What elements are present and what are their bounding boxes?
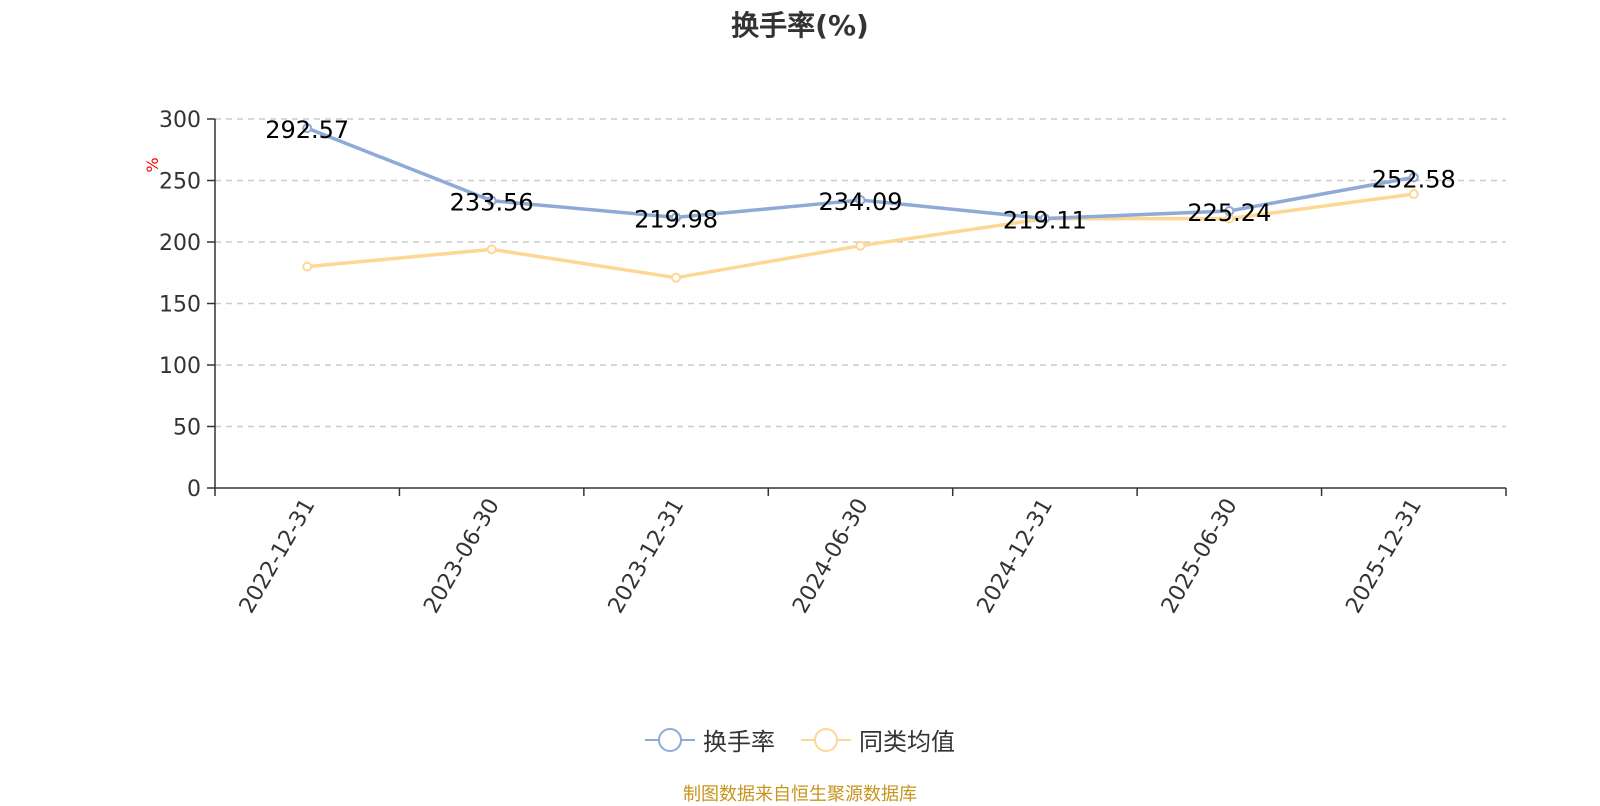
- data-point: [302, 261, 313, 272]
- data-point: [671, 212, 682, 223]
- y-axis-ticks: 0 50 100 150 200 250 300: [159, 108, 215, 502]
- y-axis-unit-label: %: [143, 157, 162, 172]
- data-point: [855, 195, 866, 206]
- chart-title: 换手率(%): [731, 9, 869, 42]
- data-point: [1408, 189, 1419, 200]
- grid-lines: [215, 118, 1506, 428]
- data-labels: 292.57 233.56 219.98 234.09 219.11 225.24 252.…: [265, 116, 1456, 234]
- legend-label-peer-average: 同类均值: [859, 728, 955, 756]
- data-point: [302, 123, 313, 134]
- source-note: 制图数据来自恒生聚源数据库: [683, 784, 917, 805]
- data-label: 225.24: [1187, 199, 1271, 227]
- data-point: [1408, 172, 1419, 183]
- series-group: 292.57 233.56 219.98 234.09 219.11 225.24 252.…: [265, 116, 1456, 283]
- data-label: 233.56: [450, 189, 534, 217]
- x-axis-ticks: 2022-12-31 2023-06-30 2023-12-31 2024-06-30…: [214, 488, 1507, 618]
- x-tick-label: 2023-06-30: [419, 494, 505, 617]
- data-point: [486, 195, 497, 206]
- data-point: [671, 272, 682, 283]
- series-turnover: [302, 123, 1419, 224]
- x-tick-label: 2022-12-31: [235, 495, 321, 618]
- legend-label-turnover: 换手率: [703, 728, 775, 756]
- data-label: 219.11: [1003, 206, 1087, 234]
- x-tick-label: 2025-06-30: [1157, 495, 1243, 618]
- data-label: 292.57: [265, 116, 349, 144]
- y-tick-label: 50: [173, 416, 201, 441]
- data-label: 252.58: [1372, 165, 1456, 193]
- y-tick-label: 100: [159, 354, 201, 379]
- series-peer-average: [302, 189, 1419, 283]
- legend-swatch-turnover: [645, 726, 695, 754]
- data-point: [855, 240, 866, 251]
- y-tick-label: 0: [187, 477, 201, 502]
- legend-swatch-peer-average: [801, 726, 851, 754]
- x-tick-label: 2024-06-30: [788, 495, 874, 618]
- data-label: 234.09: [819, 188, 903, 216]
- y-tick-label: 250: [159, 170, 201, 195]
- x-tick-label: 2025-12-31: [1341, 495, 1427, 618]
- x-tick-label: 2024-12-31: [973, 495, 1059, 618]
- x-tick-label: 2023-12-31: [604, 495, 690, 618]
- y-tick-label: 300: [159, 108, 201, 133]
- data-point: [1224, 205, 1235, 216]
- y-tick-label: 200: [159, 231, 201, 256]
- axes: [214, 119, 1506, 489]
- legend-item-peer-average[interactable]: 同类均值: [801, 722, 955, 757]
- data-point: [1039, 213, 1050, 224]
- legend-item-turnover[interactable]: 换手率: [645, 722, 775, 757]
- data-label: 219.98: [634, 205, 718, 233]
- y-tick-label: 150: [159, 293, 201, 318]
- data-point: [486, 244, 497, 255]
- legend: 换手率 同类均值: [0, 722, 1600, 757]
